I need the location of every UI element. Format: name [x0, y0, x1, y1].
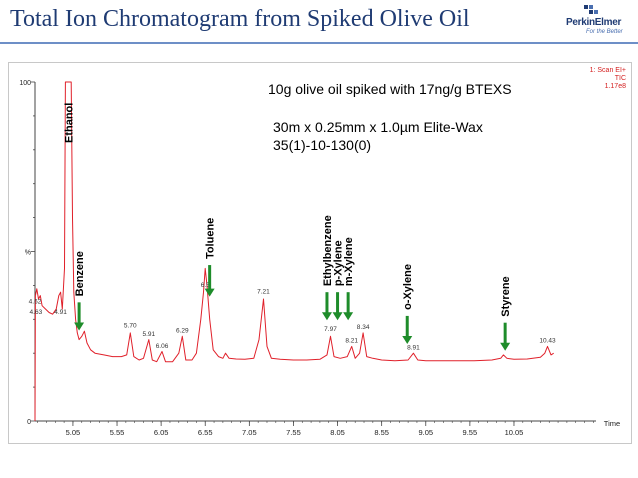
peak-label: 8.34: [357, 324, 370, 331]
scan-info-line: 1.17e8: [604, 83, 626, 90]
x-tick-label: 6.55: [198, 428, 213, 437]
peak-label: 6.06: [156, 343, 169, 350]
compound-arrow-head: [402, 336, 413, 345]
x-tick-label: 5.55: [110, 428, 125, 437]
x-tick-label: 7.55: [286, 428, 301, 437]
x-tick-label: 6.05: [154, 428, 169, 437]
compound-label: Benzene: [74, 251, 86, 296]
compound-arrow-head: [500, 342, 511, 351]
sample-description: 10g olive oil spiked with 17ng/g BTEXS: [268, 81, 512, 97]
y-tick-label: %: [25, 250, 31, 257]
x-tick-label: 10.05: [505, 428, 524, 437]
compound-label: Styrene: [500, 276, 512, 316]
compound-arrow-head: [343, 312, 354, 321]
peak-label: 8.21: [345, 338, 358, 345]
compound-label: Ethylbenzene: [322, 215, 334, 286]
peak-label: 4.62: [29, 299, 42, 306]
peak-label: 7.97: [324, 326, 337, 333]
temperature-program: 35(1)-10-130(0): [273, 137, 372, 153]
x-tick-label: 9.55: [463, 428, 478, 437]
peak-label: 8.91: [407, 345, 420, 352]
compound-arrow-head: [204, 288, 215, 297]
compound-arrow-head: [321, 312, 332, 321]
scan-info-line: TIC: [614, 75, 626, 82]
slide-title: Total Ion Chromatogram from Spiked Olive…: [10, 6, 470, 32]
compound-label: Toluene: [205, 218, 217, 259]
perkinelmer-logo-icon: [584, 5, 598, 14]
x-tick-label: 9.05: [418, 428, 433, 437]
chromatogram-trace: [34, 81, 554, 422]
title-divider: [0, 42, 638, 44]
scan-info: 1: Scan EI+ TIC 1.17e8: [570, 67, 626, 91]
peak-label: 5.70: [124, 322, 137, 329]
peak-label: 4.91: [54, 309, 67, 316]
y-tick-label: 100: [19, 80, 31, 87]
x-axis-label: Time: [604, 419, 620, 428]
logo-tagline: For the Better: [586, 29, 623, 35]
peak-label: 10.43: [539, 338, 556, 345]
peak-label: 7.21: [257, 289, 270, 296]
compound-arrow-head: [74, 322, 85, 331]
compound-arrow-head: [332, 312, 343, 321]
x-tick-label: 8.55: [374, 428, 389, 437]
compound-label: o-Xylene: [402, 264, 414, 310]
logo-name: PerkinElmer: [566, 17, 622, 28]
x-tick-label: 8.05: [330, 428, 345, 437]
peak-label: 6.5: [201, 282, 210, 289]
peak-label: 6.29: [176, 328, 189, 335]
y-tick-label: 0: [27, 419, 31, 426]
compound-label: p-Xylene: [333, 240, 345, 286]
scan-info-line: 1: Scan EI+: [589, 67, 626, 74]
chart-frame: [8, 62, 632, 444]
peak-label: 5.91: [142, 331, 155, 338]
x-tick-label: 7.05: [242, 428, 257, 437]
column-description: 30m x 0.25mm x 1.0µm Elite-Wax: [273, 119, 483, 135]
compound-label: Ethanol: [64, 103, 76, 143]
compound-label: m-Xylene: [343, 237, 355, 286]
peak-label: 4.63: [30, 309, 43, 316]
x-tick-label: 5.05: [66, 428, 81, 437]
